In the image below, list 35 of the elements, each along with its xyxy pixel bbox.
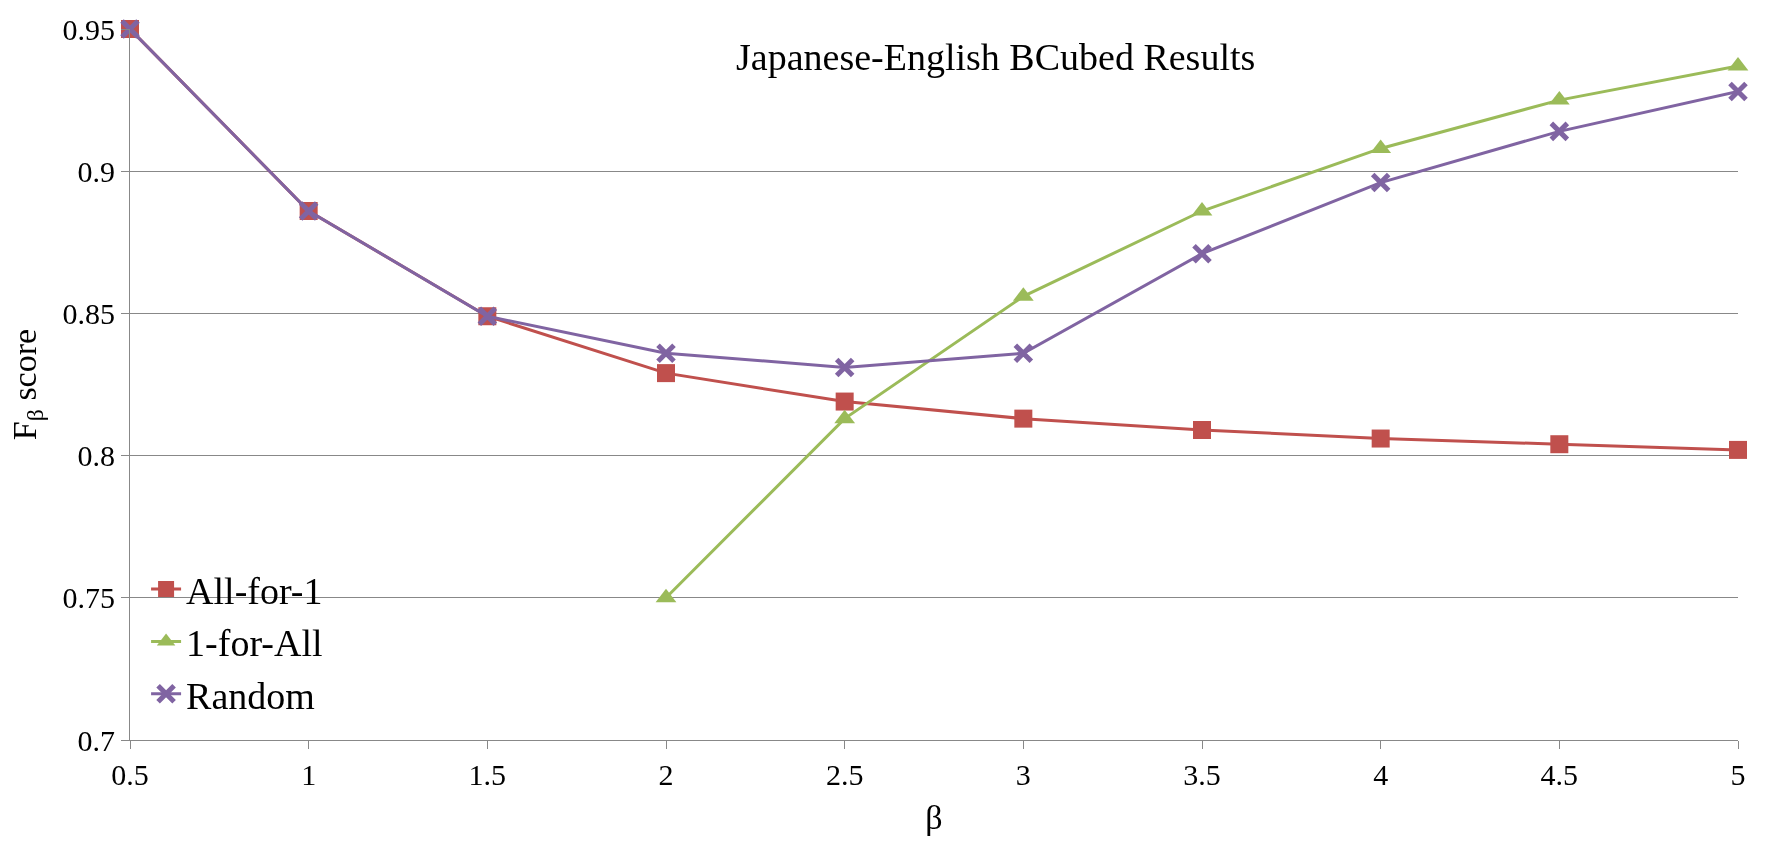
legend-label: Random xyxy=(186,674,315,717)
point xyxy=(1014,409,1033,428)
point xyxy=(834,356,856,378)
point xyxy=(1191,243,1213,265)
x-tick-label: 4 xyxy=(1373,758,1389,791)
x-tick-label: 2 xyxy=(658,758,674,791)
point xyxy=(1729,440,1747,459)
y-tick-label: 0.75 xyxy=(62,581,115,615)
point xyxy=(1370,172,1392,194)
x-tick-label: 4.5 xyxy=(1540,758,1579,791)
x-tick-label: 3 xyxy=(1015,758,1031,791)
x-tick-label: 0.5 xyxy=(111,758,149,791)
x-tick-label: 3.5 xyxy=(1183,758,1221,791)
legend-label: 1-for-All xyxy=(186,622,323,665)
y-tick-label: 0.7 xyxy=(77,723,115,757)
y-tick-label: 0.8 xyxy=(77,439,115,473)
point xyxy=(1548,120,1570,142)
x-tick-label: 5 xyxy=(1730,758,1746,791)
point xyxy=(1550,435,1569,454)
point xyxy=(1193,421,1211,439)
point xyxy=(657,364,675,383)
point xyxy=(655,342,677,364)
legend-label: All-for-1 xyxy=(186,569,323,612)
x-axis-title: β xyxy=(925,799,943,837)
point xyxy=(1012,342,1034,364)
chart-title: Japanese-English BCubed Results xyxy=(736,35,1256,78)
x-tick-label: 1 xyxy=(301,758,317,791)
point xyxy=(835,392,854,411)
y-tick-label: 0.9 xyxy=(77,154,115,188)
x-tick-label: 1.5 xyxy=(468,758,507,791)
point xyxy=(1371,429,1390,448)
y-tick-label: 0.85 xyxy=(62,296,115,330)
point xyxy=(1727,81,1749,103)
x-tick-label: 2.5 xyxy=(825,758,864,791)
y-tick-label: 0.95 xyxy=(62,12,115,46)
